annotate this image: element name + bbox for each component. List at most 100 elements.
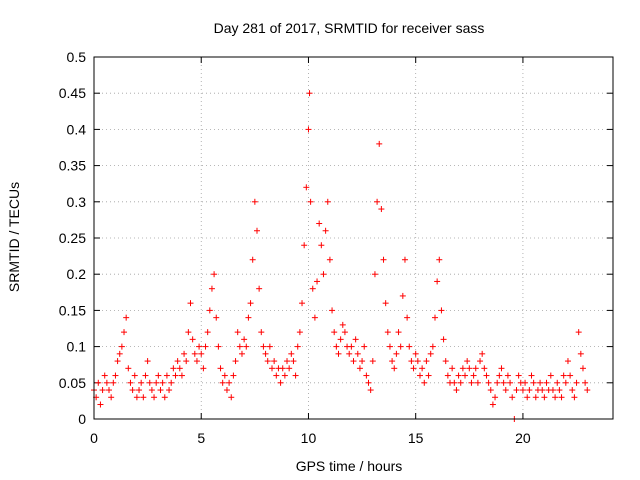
data-point [369,358,376,365]
data-point [419,365,426,372]
data-point [294,343,301,350]
data-point [477,358,484,365]
data-point [193,358,200,365]
y-tick-labels: 0 0.05 0.1 0.15 0.2 0.25 0.3 0.35 0.4 0.45 0.5 [59,49,86,427]
data-point [170,365,177,372]
data-point [148,387,155,394]
data-point [178,372,185,379]
data-point [136,387,143,394]
data-point [103,379,110,386]
data-point [200,365,207,372]
data-point [560,372,567,379]
data-point [286,365,293,372]
data-point [189,336,196,343]
data-point [273,372,280,379]
data-point [425,372,432,379]
data-point [288,350,295,357]
data-point [208,285,215,292]
data-point [429,343,436,350]
data-point [99,387,106,394]
data-point [326,256,333,263]
data-point [249,256,256,263]
data-point [564,358,571,365]
data-point [318,242,325,249]
data-point [371,271,378,278]
data-point [196,343,203,350]
y-tick-label: 0.35 [59,158,86,174]
data-point [354,350,361,357]
chart-title: Day 281 of 2017, SRMTID for receiver sas… [214,20,485,36]
data-point [333,343,340,350]
data-point [575,329,582,336]
data-point [159,379,166,386]
data-point [307,198,314,205]
data-point [226,379,233,386]
data-point [206,307,213,314]
data-point [504,372,511,379]
data-point [382,300,389,307]
data-point [322,227,329,234]
data-point [223,387,230,394]
x-tick-label: 10 [301,430,317,446]
data-point [500,379,507,386]
y-tick-label: 0.05 [59,375,86,391]
data-point [416,372,423,379]
data-point [502,387,509,394]
data-point [251,198,258,205]
data-point [558,394,565,401]
data-point [427,350,434,357]
data-point [348,343,355,350]
data-point [513,387,520,394]
data-point [376,140,383,147]
data-points [91,90,591,422]
data-point [238,350,245,357]
data-point [306,90,313,97]
data-point [509,394,516,401]
data-point [567,372,574,379]
data-point [262,350,269,357]
data-point [299,300,306,307]
data-point [230,372,237,379]
data-point [457,379,464,386]
data-point [352,336,359,343]
data-point [410,365,417,372]
data-point [474,379,481,386]
data-point [406,343,413,350]
y-tick-label: 0.4 [67,121,87,137]
data-point [528,372,535,379]
data-point [487,387,494,394]
data-point [133,394,140,401]
data-point [125,365,132,372]
data-point [329,307,336,314]
data-point [414,358,421,365]
data-point [140,394,147,401]
data-point [569,387,576,394]
data-point [532,394,539,401]
y-tick-label: 0.45 [59,85,86,101]
data-point [279,365,286,372]
data-point [247,300,254,307]
data-point [481,365,488,372]
data-point [271,358,278,365]
y-tick-label: 0.3 [67,194,87,210]
data-point [459,365,466,372]
data-point [309,285,316,292]
data-point [507,379,514,386]
data-point [434,278,441,285]
data-point [470,372,477,379]
x-tick-labels: 0 5 10 15 20 [90,430,531,446]
data-point [547,372,554,379]
data-point [464,358,471,365]
data-point [577,350,584,357]
y-tick-label: 0.1 [67,339,87,355]
data-point [389,358,396,365]
data-point [198,350,205,357]
data-point [146,379,153,386]
y-tick-label: 0 [78,411,86,427]
data-point [444,372,451,379]
data-point [496,372,503,379]
data-point [112,372,119,379]
data-point [483,372,490,379]
data-point [215,343,222,350]
